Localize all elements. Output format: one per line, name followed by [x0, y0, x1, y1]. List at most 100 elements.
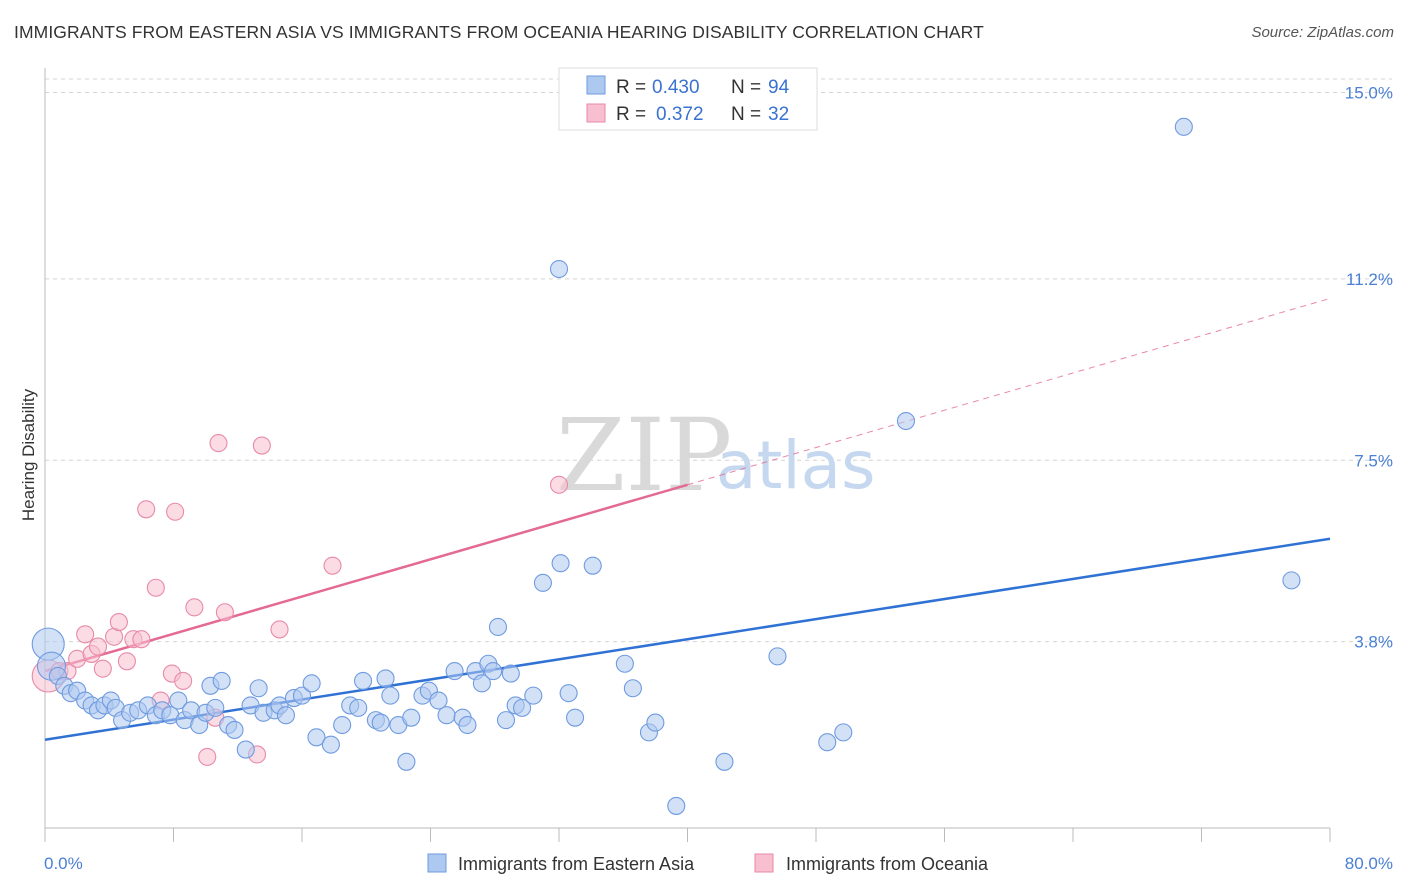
source-label: Source: ZipAtlas.com: [1251, 24, 1394, 41]
legend-r-label-1: R =: [616, 77, 646, 98]
x-tick-label-max: 80.0%: [1345, 854, 1393, 873]
point-eastern-asia: [206, 698, 225, 717]
point-oceania: [146, 578, 165, 597]
point-eastern-asia: [1174, 117, 1193, 136]
watermark: ZIP atlas: [556, 397, 876, 514]
legend-n-value-2: 32: [768, 104, 789, 125]
point-eastern-asia: [302, 674, 321, 693]
point-eastern-asia: [484, 662, 503, 681]
point-eastern-asia: [429, 691, 448, 710]
trend-lines: [44, 297, 1331, 741]
legend-n-label-1: N =: [731, 77, 761, 98]
point-oceania: [174, 671, 193, 690]
point-eastern-asia: [349, 698, 368, 717]
point-eastern-asia: [551, 554, 570, 573]
point-eastern-asia: [549, 259, 569, 279]
point-eastern-asia: [896, 411, 916, 431]
y-tick-labels: 3.8% 7.5% 11.2% 15.0%: [1345, 84, 1393, 652]
point-eastern-asia: [818, 733, 837, 752]
point-oceania: [252, 436, 271, 455]
point-oceania: [88, 637, 108, 656]
point-eastern-asia: [402, 708, 421, 727]
point-eastern-asia: [169, 691, 188, 710]
point-eastern-asia: [533, 573, 552, 592]
point-oceania: [132, 630, 151, 649]
point-eastern-asia: [353, 671, 373, 690]
legend-n-label-2: N =: [731, 104, 761, 125]
point-oceania: [198, 747, 217, 766]
bottom-legend-label-oceania: Immigrants from Oceania: [786, 854, 989, 874]
point-eastern-asia: [458, 715, 477, 735]
point-oceania: [549, 475, 569, 494]
point-eastern-asia: [445, 662, 464, 681]
point-eastern-asia: [397, 752, 416, 771]
point-eastern-asia: [333, 715, 352, 735]
legend-swatch-blue: [586, 75, 606, 95]
bottom-legend: Immigrants from Eastern Asia Immigrants …: [427, 853, 989, 874]
point-eastern-asia: [496, 711, 516, 730]
point-eastern-asia: [236, 740, 255, 759]
legend-r-value-1: 0.430: [652, 77, 700, 98]
y-tick-label: 3.8%: [1354, 633, 1393, 652]
x-tick-label-min: 0.0%: [44, 854, 83, 873]
point-oceania: [215, 603, 234, 622]
trend-line-eastern-asia: [44, 537, 1331, 741]
point-eastern-asia: [1282, 571, 1301, 590]
point-eastern-asia: [566, 708, 585, 727]
legend: R = 0.430 N = 94 R = 0.372 N = 32: [558, 67, 818, 131]
point-eastern-asia: [321, 735, 340, 754]
bottom-legend-swatch-pink: [754, 853, 774, 873]
point-eastern-asia: [212, 671, 231, 690]
legend-r-label-2: R =: [616, 104, 646, 125]
point-eastern-asia: [488, 617, 508, 637]
y-tick-label: 7.5%: [1354, 451, 1393, 470]
x-axis-ticks: [44, 828, 1331, 842]
point-eastern-asia: [225, 720, 244, 739]
trend-line-oceania: [44, 483, 688, 673]
point-oceania: [166, 502, 185, 521]
watermark-atlas: atlas: [716, 427, 876, 504]
point-oceania: [117, 652, 136, 671]
point-eastern-asia: [667, 796, 686, 815]
point-eastern-asia: [559, 684, 578, 703]
point-eastern-asia: [376, 669, 395, 688]
point-eastern-asia: [371, 713, 390, 732]
point-eastern-asia: [768, 647, 787, 666]
point-eastern-asia: [501, 664, 520, 683]
point-oceania: [109, 613, 128, 632]
trend-line-oceania-extension: [687, 297, 1331, 486]
legend-r-value-2: 0.372: [656, 104, 704, 125]
point-oceania: [185, 598, 204, 617]
point-eastern-asia: [615, 654, 634, 673]
bottom-legend-label-eastern-asia: Immigrants from Eastern Asia: [458, 854, 695, 874]
point-eastern-asia: [292, 686, 312, 705]
point-eastern-asia: [583, 556, 602, 575]
point-eastern-asia: [513, 698, 532, 717]
point-eastern-asia: [623, 679, 642, 698]
point-eastern-asia: [381, 686, 400, 705]
grid-lines: [45, 78, 1392, 643]
point-oceania: [76, 625, 95, 644]
bottom-legend-swatch-blue: [427, 853, 447, 873]
y-axis-label: Hearing Disability: [19, 388, 38, 521]
point-eastern-asia: [307, 728, 326, 747]
point-oceania: [270, 620, 289, 639]
watermark-zip: ZIP: [556, 397, 732, 514]
point-eastern-asia: [715, 752, 734, 771]
point-eastern-asia: [472, 674, 491, 693]
point-eastern-asia: [249, 679, 268, 698]
point-eastern-asia: [276, 706, 295, 725]
point-eastern-asia: [834, 723, 853, 742]
point-oceania: [209, 434, 228, 453]
axes: [44, 68, 1331, 842]
point-eastern-asia: [646, 713, 665, 732]
data-points: [31, 117, 1301, 815]
point-oceania: [137, 500, 156, 519]
point-eastern-asia: [524, 686, 543, 705]
y-tick-label: 15.0%: [1345, 84, 1393, 103]
point-eastern-asia: [437, 706, 456, 725]
y-tick-label: 11.2%: [1346, 270, 1393, 289]
point-oceania: [323, 556, 342, 575]
legend-swatch-pink: [586, 103, 606, 123]
